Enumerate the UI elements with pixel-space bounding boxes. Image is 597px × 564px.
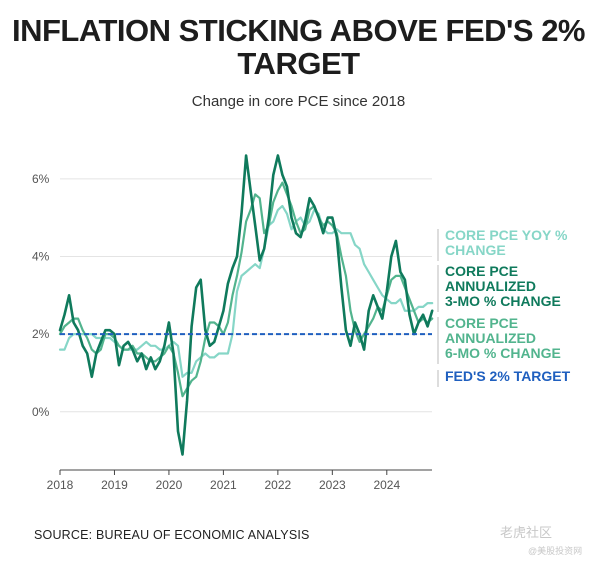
x-tick-label: 2022 (265, 478, 292, 492)
chart-title: INFLATION STICKING ABOVE FED'S 2% TARGET (11, 13, 586, 81)
source-note: SOURCE: BUREAU OF ECONOMIC ANALYSIS (34, 528, 310, 542)
x-tick-label: 2018 (47, 478, 74, 492)
x-tick-label: 2023 (319, 478, 346, 492)
watermark-handle: @美股投资网 (528, 546, 583, 556)
x-tick-label: 2024 (373, 478, 400, 492)
y-tick-label: 6% (32, 172, 50, 186)
x-tick-label: 2020 (156, 478, 183, 492)
y-tick-label: 2% (32, 327, 50, 341)
chart-subtitle: Change in core PCE since 2018 (191, 93, 406, 110)
x-tick-label: 2019 (101, 478, 128, 492)
y-tick-label: 0% (32, 405, 50, 419)
x-tick-label: 2021 (210, 478, 237, 492)
legend-3mo-text: 3-MO % CHANGE (445, 293, 561, 309)
legend-6mo-text: 6-MO % CHANGE (445, 345, 561, 361)
legend-3mo-text: CORE PCE (445, 263, 518, 279)
legend-3mo-text: ANNUALIZED (445, 278, 536, 294)
legend-yoy-text: CHANGE (445, 242, 506, 258)
series-line-3mo (58, 154, 434, 456)
legend-yoy-text: CORE PCE YOY % (445, 227, 568, 243)
y-tick-label: 4% (32, 249, 50, 263)
series-line-6mo (58, 181, 434, 398)
watermark-logo: 老虎社区 (500, 525, 553, 540)
legend-6mo-text: CORE PCE (445, 315, 518, 331)
x-axis: 2018 2019 2020 2021 2022 2023 2024 (47, 469, 432, 492)
series-layer (58, 154, 434, 456)
legend-fed-target-text: FED'S 2% TARGET (445, 368, 571, 384)
legend-6mo-text: ANNUALIZED (445, 330, 536, 346)
